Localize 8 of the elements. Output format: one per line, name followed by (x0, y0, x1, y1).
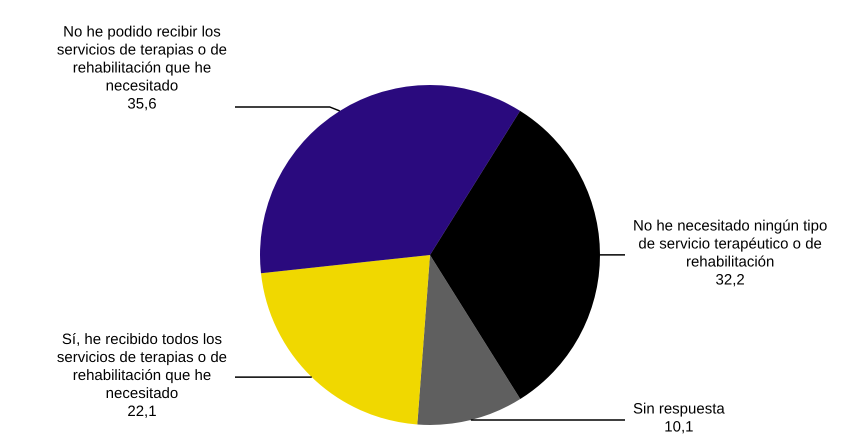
data-label: 32,2 (716, 272, 745, 289)
slice-label: No he necesitado ningún tipo de servicio terapéutico o de rehabilitación (633, 218, 828, 271)
data-label: 35,6 (127, 96, 157, 113)
data-label: 22,1 (127, 402, 157, 420)
slice-label: No he podido recibir los servicios de terapias o de rehabilitación que he necesitado (56, 24, 227, 95)
slice-label: Sí, he recibido todos los servicios de terapias o de rehabilitación que he necesitado (56, 330, 227, 402)
slice-label: Sin respuesta (632, 400, 726, 418)
data-label: 10,1 (664, 418, 694, 436)
